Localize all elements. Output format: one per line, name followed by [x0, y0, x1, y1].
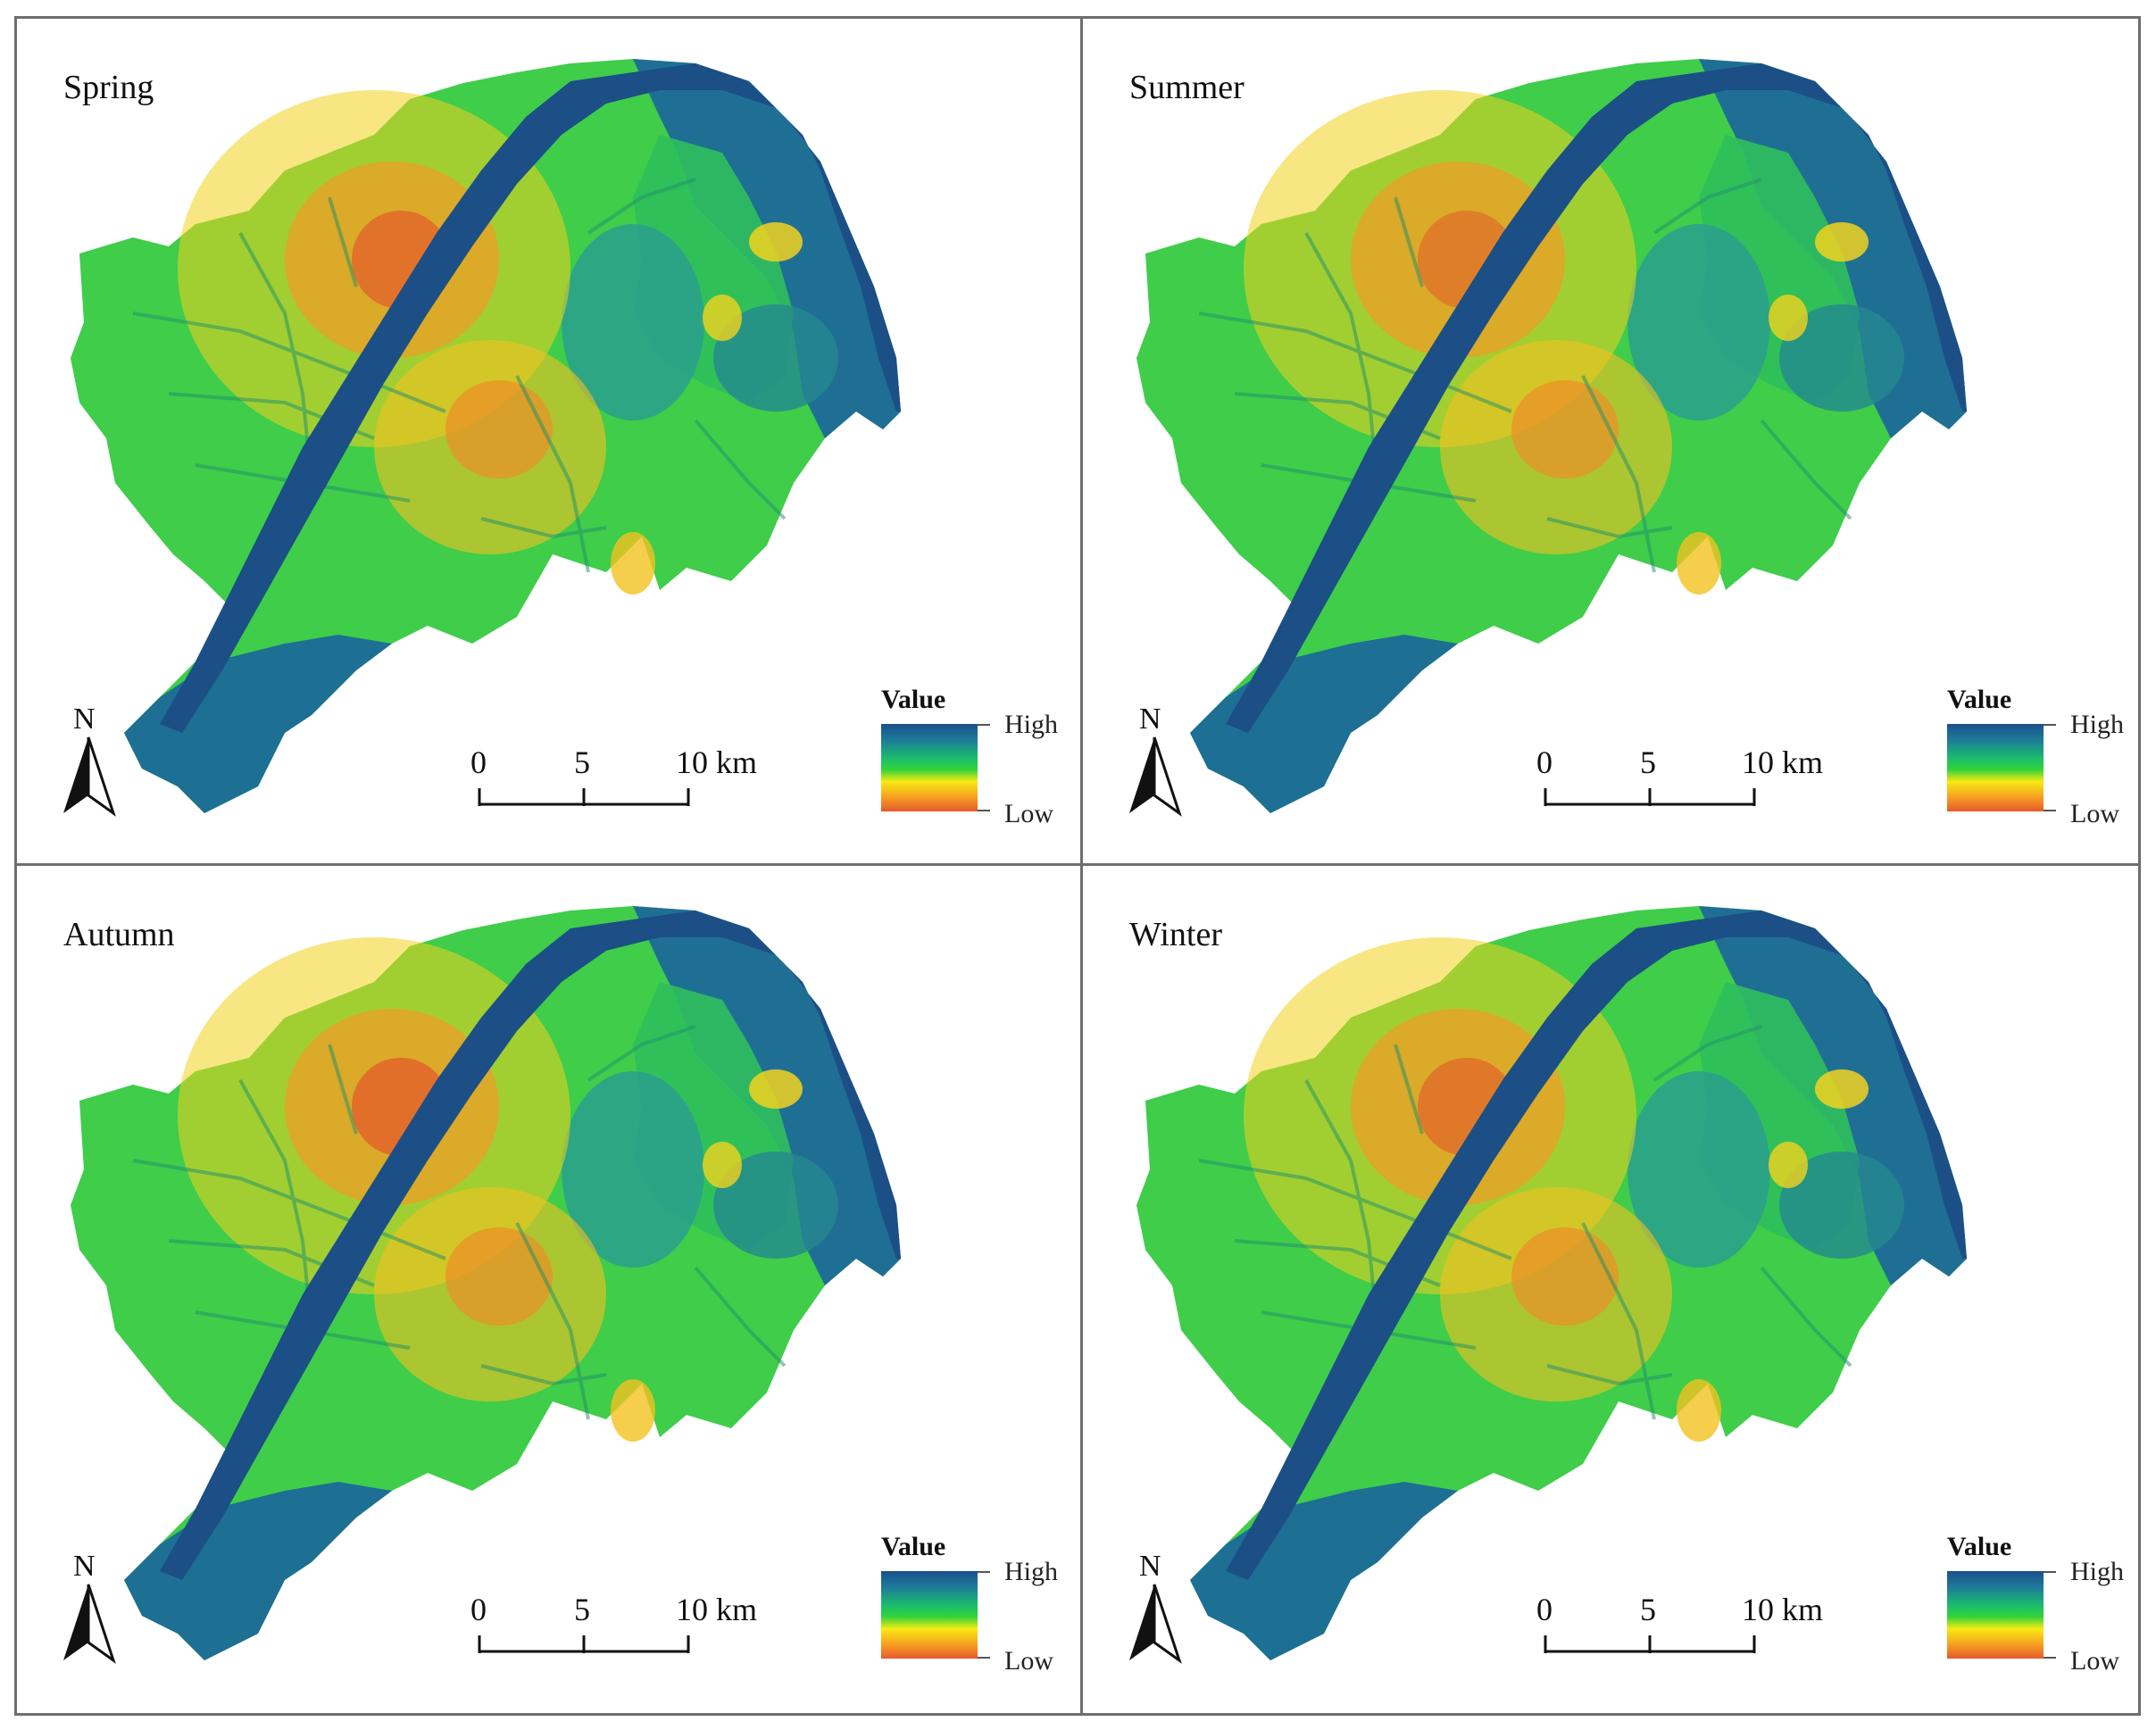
scale-label-5: 5 [574, 1592, 590, 1627]
season-map [63, 906, 990, 1664]
scale-label-0: 0 [1536, 1592, 1552, 1627]
legend-color-ramp [1947, 724, 2044, 811]
scale-label-10: 10 km [1742, 744, 1824, 780]
north-arrow-icon [63, 736, 116, 817]
lake-area-east [1779, 304, 1904, 412]
scale-label-5: 5 [574, 744, 590, 780]
legend-color-ramp [881, 1571, 978, 1659]
legend-tick-high [2044, 1571, 2056, 1573]
legend-tick-low [2044, 1657, 2056, 1659]
map-panel-autumn: Autumn Value High Low N 0 5 10 km [17, 866, 1078, 1708]
lake-area [1627, 224, 1770, 420]
scale-label-5: 5 [1640, 744, 1656, 780]
legend-low-label: Low [1004, 799, 1053, 828]
figure-frame [14, 16, 2141, 1716]
north-label: N [73, 703, 96, 736]
legend-high-label: High [1004, 710, 1058, 739]
hotspot-east-2 [1769, 1142, 1808, 1188]
legend-color-ramp [1947, 1571, 2044, 1659]
panel-title: Spring [63, 69, 154, 106]
urban-core-south-hot [445, 380, 553, 478]
map-panel-spring: Spring Value High Low N 0 5 10 km [17, 19, 1078, 861]
lake-area [562, 1071, 704, 1268]
legend-low-label: Low [2070, 1646, 2119, 1676]
hotspot-south [1677, 532, 1721, 595]
north-arrow-icon [1129, 1584, 1182, 1664]
scale-bar-icon [478, 788, 690, 806]
season-map [1129, 59, 2056, 817]
legend-color-ramp [881, 724, 978, 811]
legend-title: Value [881, 685, 946, 714]
lake-area-east [713, 1152, 838, 1259]
legend-high-label: High [1004, 1557, 1058, 1586]
legend-tick-high [978, 1571, 990, 1573]
panel-divider-vertical [1080, 19, 1083, 1713]
north-label: N [1139, 703, 1161, 736]
urban-core-south-hot [1511, 1227, 1619, 1326]
hotspot-south [611, 532, 655, 595]
season-map [1129, 906, 2056, 1664]
legend-tick-low [978, 1657, 990, 1659]
north-arrow-icon [1129, 736, 1182, 817]
panel-title: Winter [1129, 916, 1222, 953]
legend-low-label: Low [1004, 1646, 1053, 1676]
legend-title: Value [881, 1532, 946, 1561]
scale-bar-icon [1544, 788, 1756, 806]
legend-tick-low [2044, 810, 2056, 811]
legend-high-label: High [2070, 1557, 2124, 1586]
legend-tick-high [978, 724, 990, 726]
scale-label-10: 10 km [676, 744, 758, 780]
hotspot-east [749, 1069, 803, 1109]
scale-label-10: 10 km [1742, 1592, 1824, 1627]
hotspot-east-2 [703, 295, 742, 341]
hotspot-east [1815, 222, 1869, 262]
scale-bar-icon [478, 1635, 690, 1653]
north-label: N [1139, 1550, 1161, 1583]
panel-title: Summer [1129, 69, 1244, 106]
legend-title: Value [1947, 1532, 2012, 1561]
map-panel-winter: Winter Value High Low N 0 5 10 km [1083, 866, 2144, 1708]
lake-area [562, 224, 704, 420]
hotspot-east [749, 222, 803, 262]
hotspot-south [611, 1379, 655, 1442]
season-map [63, 59, 990, 817]
scale-bar-icon [1544, 1635, 1756, 1653]
urban-core-south-hot [1511, 380, 1619, 478]
scale-label-0: 0 [470, 744, 487, 780]
legend-low-label: Low [2070, 799, 2119, 828]
lake-area-east [1779, 1152, 1904, 1259]
legend-title: Value [1947, 685, 2012, 714]
legend-tick-low [978, 810, 990, 811]
hotspot-south [1677, 1379, 1721, 1442]
north-label: N [73, 1550, 96, 1583]
panel-title: Autumn [63, 916, 175, 953]
lake-area [1627, 1071, 1770, 1268]
hotspot-east-2 [703, 1142, 742, 1188]
north-arrow-icon [63, 1584, 116, 1664]
lake-area-east [713, 304, 838, 412]
scale-label-0: 0 [470, 1592, 487, 1627]
legend-high-label: High [2070, 710, 2124, 739]
panel-divider-horizontal [17, 863, 2138, 866]
legend-tick-high [2044, 724, 2056, 726]
hotspot-east [1815, 1069, 1869, 1109]
hotspot-east-2 [1769, 295, 1808, 341]
scale-label-10: 10 km [676, 1592, 758, 1627]
urban-core-south-hot [445, 1227, 553, 1326]
scale-label-5: 5 [1640, 1592, 1656, 1627]
map-panel-summer: Summer Value High Low N 0 5 10 km [1083, 19, 2144, 861]
scale-label-0: 0 [1536, 744, 1552, 780]
